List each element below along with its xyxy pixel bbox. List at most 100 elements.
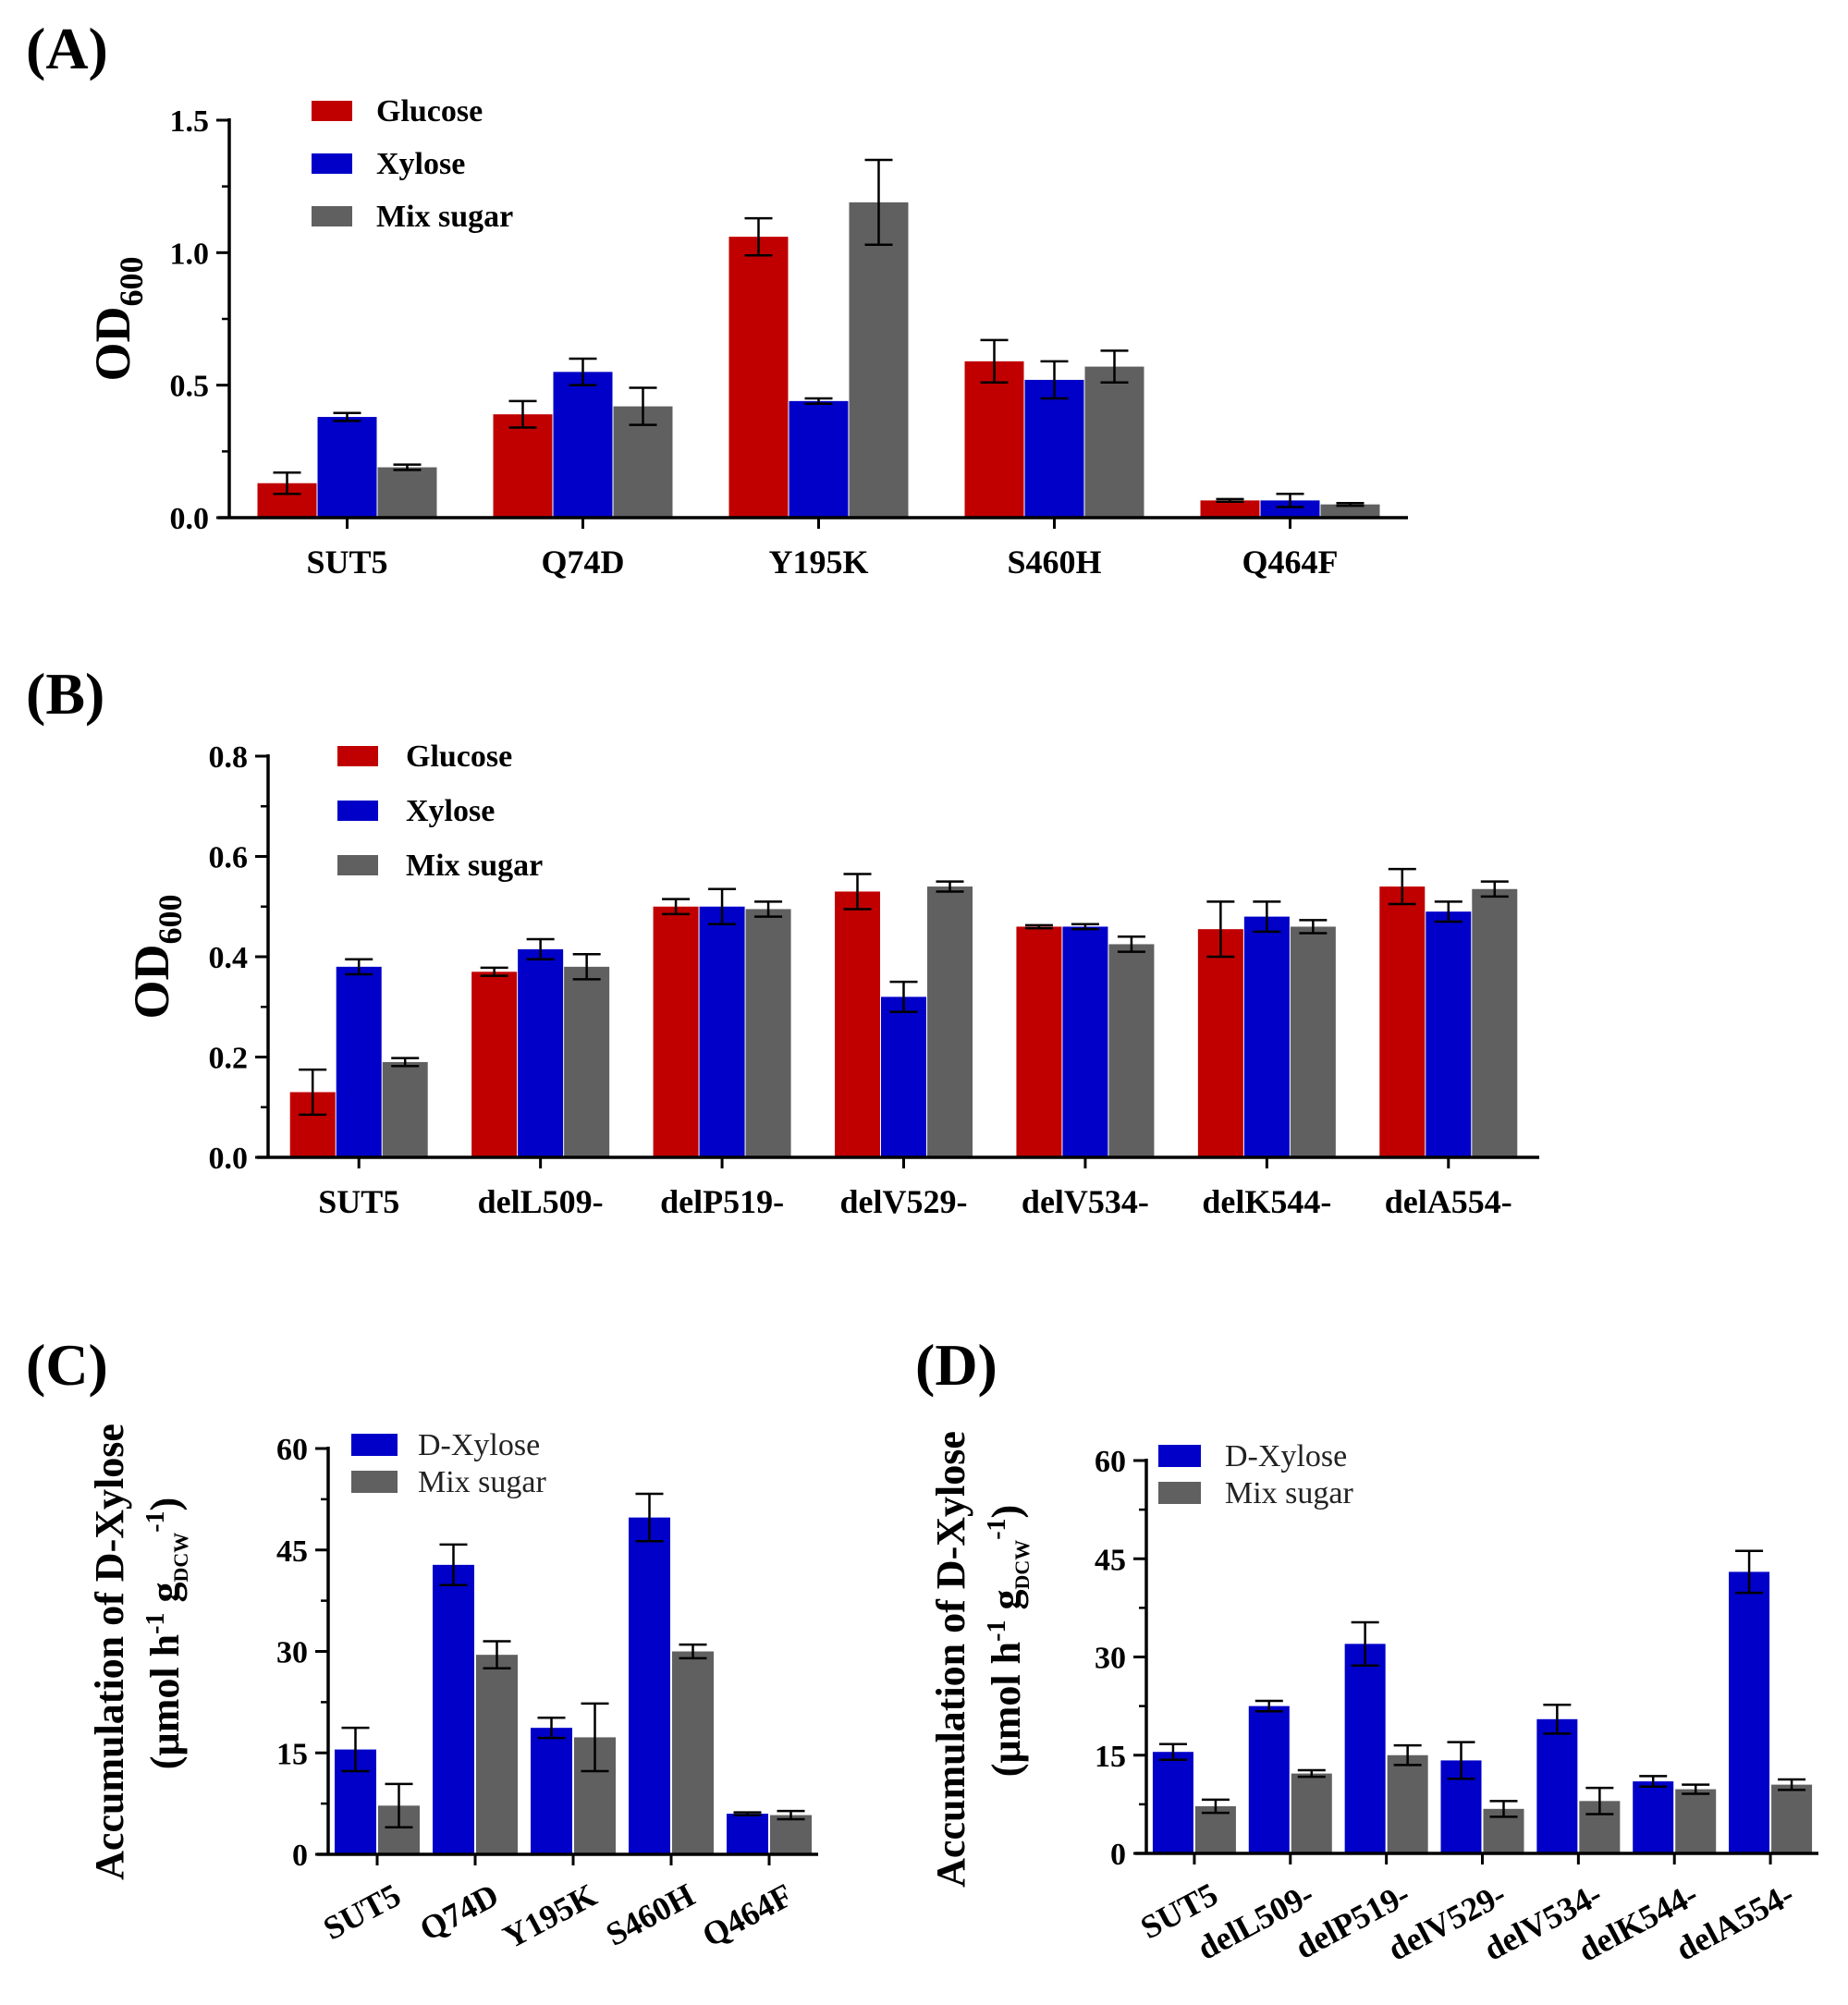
bar-a-3-0 bbox=[964, 361, 1024, 518]
bar-b-4-1 bbox=[1062, 926, 1108, 1157]
y-tick-label-a-2: 1.0 bbox=[170, 237, 210, 271]
bar-b-5-0 bbox=[1197, 929, 1243, 1157]
bar-a-1-0 bbox=[493, 414, 553, 518]
bar-b-1-2 bbox=[564, 966, 610, 1157]
bar-c-3-1 bbox=[672, 1651, 714, 1854]
y-tick-label-b-3: 0.6 bbox=[209, 841, 249, 875]
bar-a-2-1 bbox=[789, 400, 849, 518]
x-tick-label-b-4: delV534- bbox=[1022, 1183, 1149, 1220]
bar-b-5-1 bbox=[1243, 916, 1290, 1157]
x-tick-label-b-2: delP519- bbox=[660, 1183, 784, 1220]
chart-d: SUT5delL509-delP519-delV529-delV534-delK… bbox=[928, 1431, 1818, 1969]
bar-b-5-2 bbox=[1290, 926, 1336, 1157]
legend-swatch-d-0 bbox=[1158, 1445, 1201, 1467]
legend-swatch-b-0 bbox=[337, 746, 378, 766]
bar-a-2-2 bbox=[849, 202, 909, 518]
bar-c-3-0 bbox=[629, 1517, 670, 1854]
legend-label-c-1: Mix sugar bbox=[418, 1465, 547, 1499]
x-tick-label-a-4: Q464F bbox=[1242, 544, 1339, 581]
bar-b-1-0 bbox=[471, 972, 518, 1157]
x-tick-label-c-1: Q74D bbox=[414, 1877, 505, 1949]
y-tick-label-d-1: 15 bbox=[1095, 1740, 1126, 1774]
bar-c-1-1 bbox=[476, 1655, 518, 1854]
y-tick-label-c-3: 45 bbox=[276, 1534, 308, 1569]
bar-b-3-1 bbox=[881, 996, 926, 1157]
legend-label-d-0: D-Xylose bbox=[1225, 1439, 1347, 1473]
bar-a-0-2 bbox=[377, 467, 437, 518]
bar-b-6-0 bbox=[1379, 886, 1426, 1157]
legend-label-a-0: Glucose bbox=[376, 94, 483, 128]
legend-swatch-c-1 bbox=[351, 1471, 398, 1493]
bar-a-4-2 bbox=[1320, 504, 1380, 518]
bar-d-0-1 bbox=[1194, 1806, 1236, 1853]
bar-d-4-0 bbox=[1536, 1718, 1578, 1853]
legend-swatch-a-1 bbox=[312, 153, 352, 174]
y-axis-label-d: Accumulation of D-Xylose bbox=[928, 1431, 973, 1888]
panel-label-b: (B) bbox=[26, 661, 104, 727]
x-tick-label-c-2: Y195K bbox=[497, 1877, 603, 1956]
bar-b-3-0 bbox=[835, 891, 880, 1157]
legend-label-a-2: Mix sugar bbox=[376, 200, 513, 234]
bar-a-4-0 bbox=[1200, 500, 1260, 518]
bar-a-1-1 bbox=[553, 372, 613, 518]
y-tick-label-b-0: 0.0 bbox=[209, 1142, 249, 1176]
y-tick-label-b-4: 0.8 bbox=[209, 740, 249, 775]
bar-b-1-1 bbox=[518, 948, 564, 1157]
bar-b-6-2 bbox=[1472, 888, 1518, 1157]
bar-b-4-0 bbox=[1016, 926, 1062, 1157]
bar-d-1-1 bbox=[1291, 1773, 1332, 1853]
bar-b-6-1 bbox=[1426, 911, 1472, 1157]
bar-c-4-1 bbox=[770, 1815, 812, 1854]
bar-b-0-2 bbox=[382, 1061, 428, 1157]
bar-d-2-1 bbox=[1387, 1754, 1428, 1853]
y-tick-label-b-1: 0.2 bbox=[209, 1042, 249, 1076]
legend-swatch-a-0 bbox=[312, 101, 352, 121]
legend-label-b-0: Glucose bbox=[406, 740, 512, 774]
y-tick-label-c-0: 0 bbox=[292, 1839, 308, 1873]
bar-b-4-2 bbox=[1108, 944, 1155, 1157]
y-tick-label-a-3: 1.5 bbox=[170, 104, 210, 139]
bar-a-3-1 bbox=[1024, 379, 1084, 518]
panel-label-d: (D) bbox=[915, 1332, 997, 1398]
panel-label-c: (C) bbox=[26, 1332, 108, 1398]
y-axis-label-a: OD600 bbox=[85, 257, 150, 382]
bar-a-2-0 bbox=[728, 237, 789, 518]
x-tick-label-c-3: S460H bbox=[600, 1877, 701, 1953]
bar-d-5-0 bbox=[1633, 1781, 1674, 1853]
legend-swatch-b-2 bbox=[337, 855, 378, 875]
legend-swatch-a-2 bbox=[312, 206, 352, 226]
bar-b-2-2 bbox=[745, 909, 791, 1157]
bar-a-0-1 bbox=[317, 417, 377, 518]
x-tick-label-a-0: SUT5 bbox=[306, 544, 387, 581]
chart-a: SUT5 Q74D Y195K S460H Q464F 0.0 0.5 1.0 1.5 OD600… bbox=[85, 94, 1408, 581]
x-tick-label-a-1: Q74D bbox=[542, 544, 625, 581]
legend-label-d-1: Mix sugar bbox=[1225, 1476, 1354, 1510]
y-axis-units-c: (µmol h-1 gDCW-1) bbox=[141, 1498, 192, 1769]
x-tick-label-a-3: S460H bbox=[1007, 544, 1101, 581]
y-tick-label-d-0: 0 bbox=[1110, 1838, 1126, 1872]
bar-d-0-0 bbox=[1152, 1752, 1193, 1853]
x-tick-label-b-1: delL509- bbox=[478, 1183, 604, 1220]
x-tick-label-b-5: delK544- bbox=[1202, 1183, 1331, 1220]
y-tick-label-c-4: 60 bbox=[276, 1433, 308, 1467]
y-axis-label-b: OD600 bbox=[124, 895, 189, 1020]
bar-b-2-0 bbox=[653, 906, 699, 1157]
legend-label-b-2: Mix sugar bbox=[406, 849, 543, 883]
bar-b-2-1 bbox=[699, 906, 745, 1157]
x-tick-label-b-0: SUT5 bbox=[318, 1183, 399, 1220]
y-tick-label-b-2: 0.4 bbox=[209, 941, 249, 975]
bar-c-1-0 bbox=[433, 1564, 474, 1854]
y-tick-label-c-1: 15 bbox=[276, 1737, 308, 1771]
panel-label-a: (A) bbox=[26, 16, 108, 81]
y-tick-label-d-2: 30 bbox=[1095, 1642, 1126, 1676]
bar-d-6-1 bbox=[1771, 1784, 1813, 1853]
y-tick-label-a-0: 0.0 bbox=[170, 502, 210, 536]
y-tick-label-d-4: 60 bbox=[1095, 1445, 1126, 1479]
x-tick-label-c-0: SUT5 bbox=[317, 1877, 407, 1948]
y-axis-label-c: Accumulation of D-Xylose bbox=[87, 1424, 132, 1880]
y-tick-label-c-2: 30 bbox=[276, 1636, 308, 1670]
bar-b-0-1 bbox=[336, 966, 382, 1157]
bar-c-4-0 bbox=[727, 1814, 768, 1854]
